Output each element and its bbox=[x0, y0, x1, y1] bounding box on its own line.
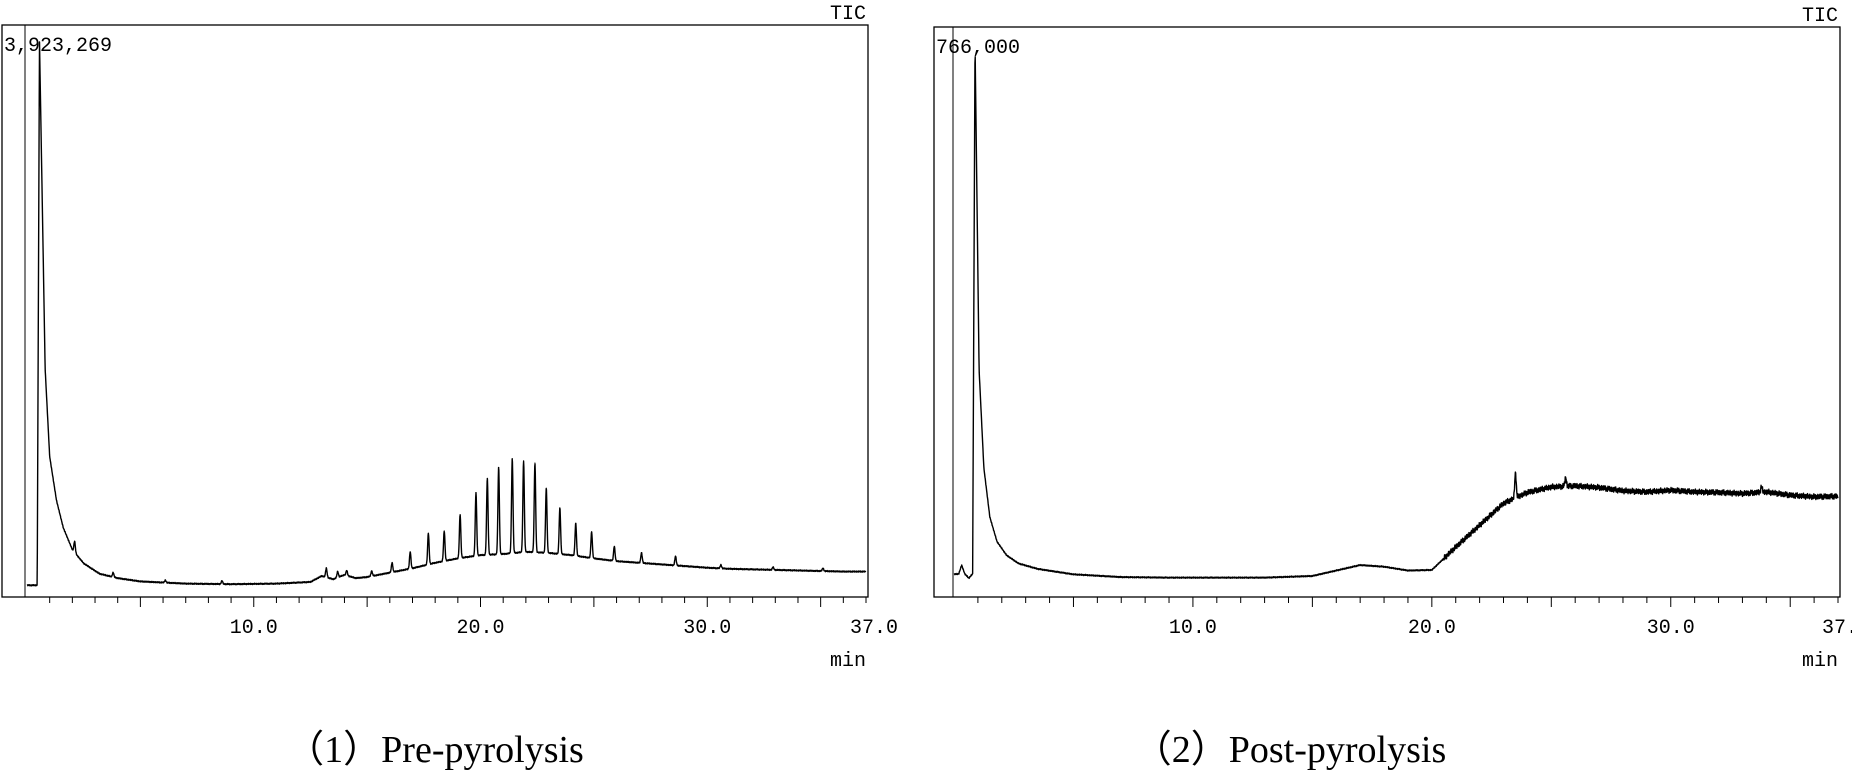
plot-frame bbox=[933, 26, 1841, 598]
x-tick-label: 20.0 bbox=[1408, 617, 1456, 640]
intensity-label: 766,000 bbox=[936, 37, 1020, 60]
peak-mark bbox=[1760, 485, 1763, 488]
peak-mark bbox=[575, 522, 577, 524]
peak-mark bbox=[534, 462, 536, 464]
x-tick-label: 37.0 bbox=[850, 617, 898, 640]
peak-mark bbox=[325, 567, 327, 569]
chart-panel-2: TIC 766,000 10.0 20.0 30.0 37.0 min （2）Post-pyr… bbox=[933, 5, 1852, 771]
peak-mark bbox=[559, 507, 561, 509]
peak-mark bbox=[337, 570, 339, 573]
trace-label: TIC bbox=[1802, 5, 1838, 28]
tic-trace bbox=[26, 41, 867, 587]
panel-caption: （2）Post-pyrolysis bbox=[1134, 729, 1446, 771]
x-tick-label: 30.0 bbox=[1647, 617, 1695, 640]
trace-label: TIC bbox=[830, 3, 866, 26]
peak-mark bbox=[1565, 477, 1567, 479]
chart-panel-1: TIC 3,923,269 10.0 20.0 30.0 37.0 min （1）Pre-py… bbox=[1, 3, 898, 771]
panel-caption: （1）Pre-pyrolysis bbox=[286, 729, 584, 771]
peak-mark bbox=[511, 458, 513, 460]
x-tick-label: 10.0 bbox=[1169, 617, 1217, 640]
peak-mark bbox=[822, 567, 824, 569]
x-unit-label: min bbox=[830, 650, 866, 673]
peak-mark bbox=[74, 540, 76, 543]
peak-mark bbox=[720, 564, 722, 566]
peak-mark bbox=[1514, 472, 1517, 474]
peak-mark bbox=[498, 466, 500, 469]
peak-mark bbox=[772, 566, 774, 568]
peak-mark bbox=[427, 532, 429, 534]
peak-mark bbox=[674, 555, 677, 557]
peak-mark bbox=[409, 551, 411, 553]
x-tick-label: 37.0 bbox=[1822, 617, 1852, 640]
peak-mark bbox=[522, 460, 525, 462]
x-tick-label: 10.0 bbox=[230, 617, 278, 640]
peak-mark bbox=[112, 572, 114, 574]
x-tick-label: 30.0 bbox=[683, 617, 731, 640]
x-unit-label: min bbox=[1802, 650, 1838, 673]
peak-mark bbox=[459, 513, 461, 516]
x-tick-label: 20.0 bbox=[457, 617, 505, 640]
peak-mark bbox=[221, 580, 223, 582]
peak-mark bbox=[164, 579, 166, 581]
peak-mark bbox=[545, 487, 547, 489]
peak-mark bbox=[346, 569, 348, 572]
peak-mark bbox=[640, 552, 643, 554]
intensity-label: 3,923,269 bbox=[4, 35, 112, 58]
peak-mark bbox=[475, 492, 477, 494]
peak-mark bbox=[486, 477, 488, 479]
peak-mark bbox=[591, 531, 593, 533]
peak-mark bbox=[443, 530, 445, 532]
peak-mark bbox=[391, 562, 393, 564]
peak-mark bbox=[613, 545, 615, 547]
peak-mark bbox=[371, 570, 373, 572]
plot-frame bbox=[1, 24, 869, 598]
tic-trace bbox=[953, 56, 1839, 580]
